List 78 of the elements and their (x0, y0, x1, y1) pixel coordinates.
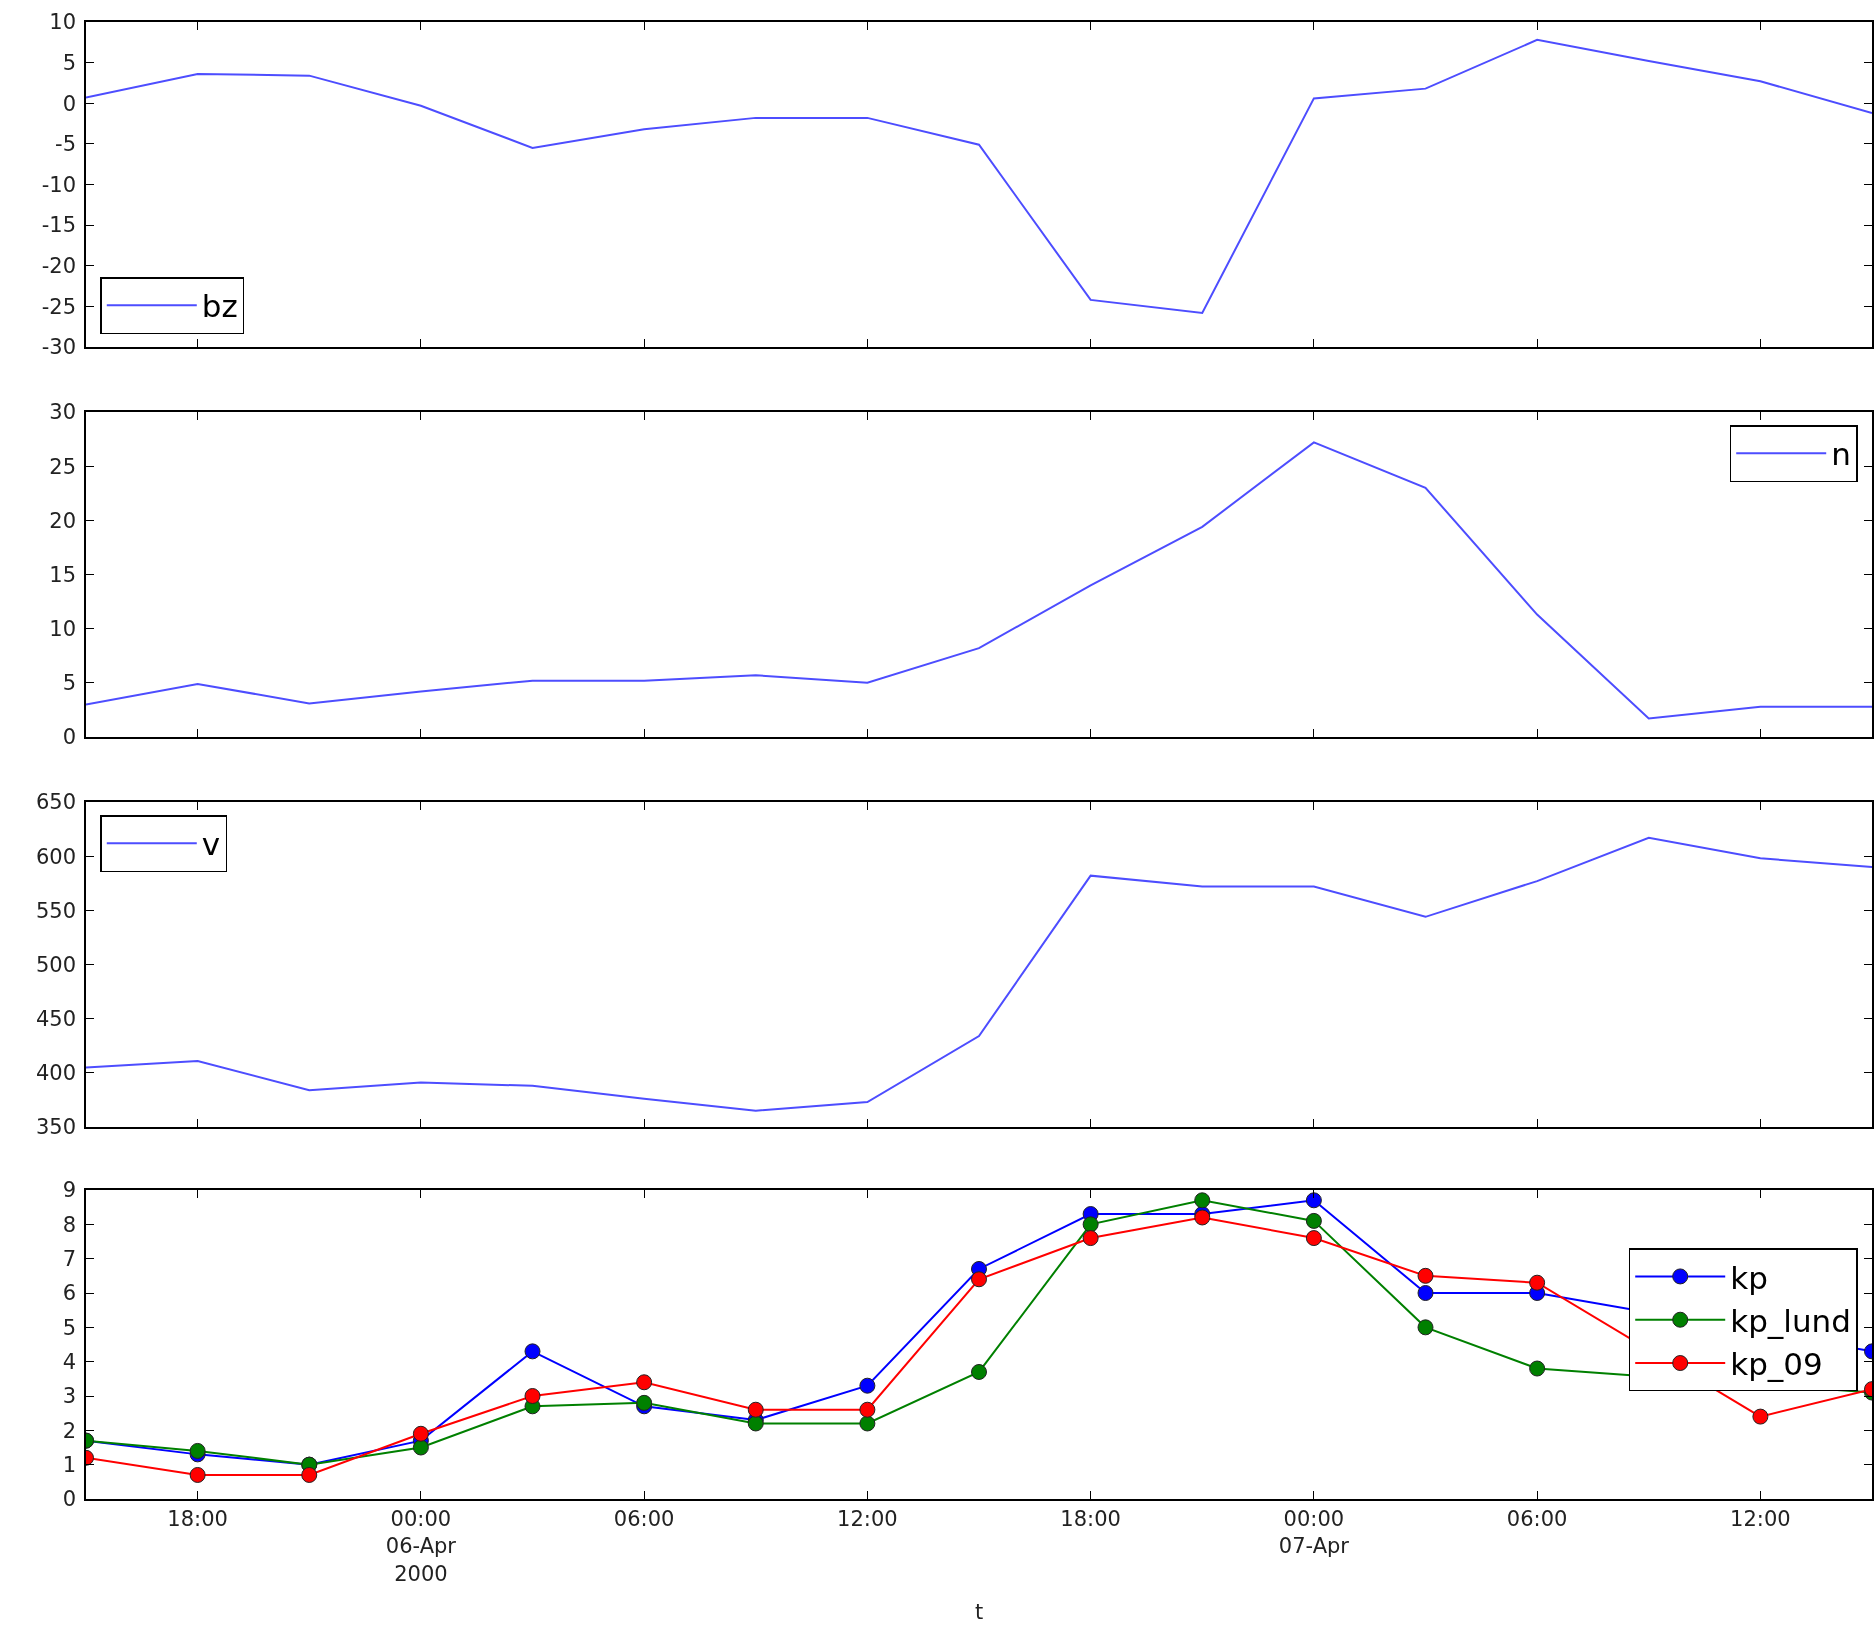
legend-label: v (201, 826, 221, 863)
point (1417, 1319, 1434, 1336)
x-tick-label: 00:00 07-Apr (1278, 1506, 1350, 1559)
y-tick-label: 0 (62, 91, 77, 116)
point (189, 1466, 206, 1483)
y-tick-label: 4 (62, 1350, 77, 1375)
point (1082, 1216, 1099, 1233)
legend-label: kp (1730, 1259, 1768, 1296)
legend-label: kp_09 (1730, 1346, 1823, 1383)
point (412, 1439, 429, 1456)
line-series (86, 441, 1872, 720)
y-tick-label: 2 (62, 1418, 77, 1443)
x-axis-title: t (974, 1600, 984, 1625)
y-tick-label: 0 (62, 1487, 77, 1512)
y-tick-label: 550 (35, 898, 77, 923)
point (1194, 1192, 1211, 1209)
y-tick-label: 500 (35, 952, 77, 977)
legend-label: bz (201, 288, 238, 325)
y-tick-label: 5 (62, 50, 77, 75)
point (1305, 1230, 1322, 1247)
point (1082, 1230, 1099, 1247)
x-tick-label: 12:00 (1730, 1506, 1791, 1531)
point (189, 1442, 206, 1459)
y-tick-label: -5 (55, 132, 77, 157)
point (1305, 1192, 1322, 1209)
y-tick-label: 7 (62, 1247, 77, 1272)
x-tick-label: 18:00 (1060, 1506, 1121, 1531)
point (859, 1401, 876, 1418)
x-tick-label: 06:00 (1506, 1506, 1568, 1531)
y-tick-label: 450 (35, 1007, 77, 1032)
y-tick-label: 20 (49, 508, 77, 533)
y-tick-label: -10 (41, 172, 77, 197)
line-series (86, 836, 1872, 1112)
x-tick-label: 06:00 (613, 1506, 675, 1531)
point (524, 1388, 541, 1404)
point (412, 1425, 429, 1442)
y-tick-label: 3 (62, 1384, 77, 1409)
point (301, 1466, 318, 1483)
x-tick-label: 00:00 06-Apr 2000 (385, 1506, 457, 1586)
point (859, 1377, 876, 1394)
y-tick-label: 350 (35, 1115, 77, 1140)
y-tick-label: 10 (49, 617, 77, 642)
legend-label: kp_lund (1730, 1302, 1851, 1339)
y-tick-label: 400 (35, 1061, 77, 1086)
point (1417, 1267, 1434, 1284)
y-tick-label: 5 (62, 1315, 77, 1340)
x-tick-label: 18:00 (167, 1506, 228, 1531)
y-tick-label: 15 (49, 562, 77, 587)
y-tick-label: 6 (62, 1281, 77, 1306)
y-tick-label: 9 (62, 1178, 77, 1203)
point (1305, 1212, 1322, 1229)
y-tick-label: 600 (35, 844, 77, 869)
point (1417, 1285, 1434, 1301)
point (1529, 1274, 1546, 1291)
y-tick-label: 1 (62, 1453, 77, 1478)
point (1752, 1408, 1769, 1425)
y-tick-label: 5 (62, 671, 77, 696)
y-tick-label: 30 (49, 400, 77, 425)
y-tick-label: 8 (62, 1212, 77, 1237)
point (636, 1394, 653, 1411)
point (747, 1415, 764, 1432)
point (859, 1415, 876, 1432)
y-tick-label: -15 (41, 213, 77, 238)
point (971, 1271, 987, 1288)
point (747, 1401, 764, 1418)
y-tick-label: -30 (41, 335, 77, 360)
y-tick-label: 10 (49, 10, 77, 35)
point (636, 1374, 653, 1391)
y-tick-label: 0 (62, 725, 77, 750)
y-tick-label: -25 (41, 294, 77, 319)
y-tick-label: 650 (35, 790, 77, 815)
x-tick-label: 12:00 (837, 1506, 898, 1531)
legend-label: n (1831, 436, 1851, 473)
point (1529, 1360, 1546, 1377)
point (524, 1343, 541, 1360)
point (971, 1363, 987, 1380)
y-tick-label: -20 (41, 254, 77, 279)
y-tick-label: 25 (49, 454, 77, 479)
